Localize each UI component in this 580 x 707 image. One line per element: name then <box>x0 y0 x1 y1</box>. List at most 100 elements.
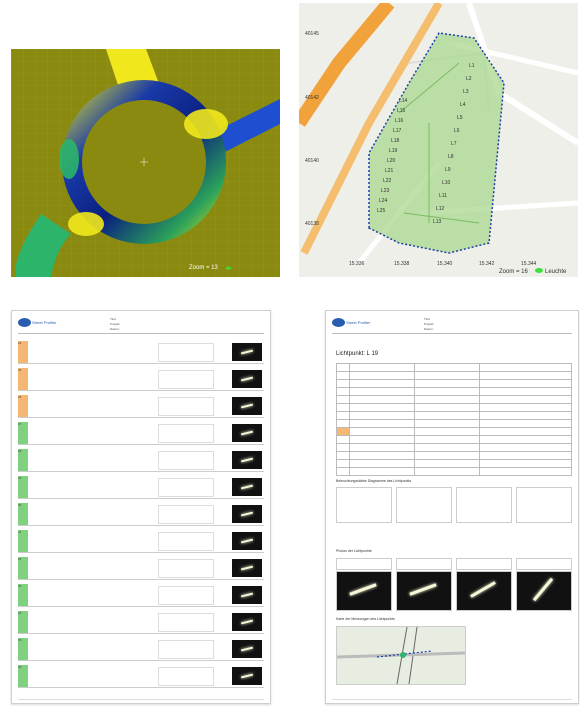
row-index: 35 <box>18 638 28 660</box>
table-row[interactable]: 24 <box>18 341 264 364</box>
zoom-arrows-icon[interactable]: ◂▸ <box>225 265 233 272</box>
light-distribution-chart <box>158 613 214 632</box>
table-row[interactable]: 31 <box>18 530 264 553</box>
page-header: Street Profiler Titel: Projekt: Datum: <box>332 315 572 334</box>
photo-caption <box>516 558 572 570</box>
luminaire-photo <box>232 343 262 361</box>
map-point-label[interactable]: L6 <box>454 128 460 134</box>
luminaire-photo <box>232 667 262 685</box>
light-distribution-chart <box>158 667 214 686</box>
logo-text: Street Profiler <box>346 320 371 325</box>
street-map <box>299 3 578 265</box>
table-row[interactable]: 25 <box>18 368 264 391</box>
map-point-label[interactable]: L15 <box>397 108 406 114</box>
street-profiler-logo-icon <box>332 318 345 327</box>
x-tick: 15.338 <box>394 261 410 267</box>
map-point-label[interactable]: L11 <box>439 193 447 199</box>
heatmap-panel[interactable]: Zoom = 13 ◂▸ <box>11 49 280 277</box>
page-title: Lichtpunkt: L 19 <box>336 351 379 357</box>
map-point-label[interactable]: L25 <box>377 208 386 214</box>
table-row[interactable]: 34 <box>18 611 264 634</box>
map-point-label[interactable]: L4 <box>460 102 466 108</box>
table-row[interactable]: 35 <box>18 638 264 661</box>
row-index: 26 <box>18 395 28 417</box>
parameter-row <box>336 435 572 444</box>
section-heading: Karte der Messungen des Lichtpunkts <box>336 617 395 621</box>
y-tick: 40138 <box>305 221 319 227</box>
row-index: 30 <box>18 503 28 525</box>
map-point-label[interactable]: L13 <box>433 219 442 225</box>
map-point-label[interactable]: L12 <box>436 206 445 212</box>
map-point-label[interactable]: L24 <box>379 198 388 204</box>
mini-map[interactable] <box>336 626 466 685</box>
legend-marker-icon <box>535 268 543 273</box>
legend-label: Leuchte <box>545 269 567 275</box>
luminaire-photo <box>232 478 262 496</box>
report-page-table[interactable]: Street Profiler Titel: Projekt: Datum: 2… <box>11 310 271 704</box>
map-point-label[interactable]: L10 <box>442 180 451 186</box>
table-row[interactable]: 28 <box>18 449 264 472</box>
map-point-label[interactable]: L16 <box>395 118 404 124</box>
row-index: 34 <box>18 611 28 633</box>
table-row[interactable]: 29 <box>18 476 264 499</box>
parameter-row <box>336 419 572 428</box>
map-point-label[interactable]: L17 <box>393 128 402 134</box>
map-point-label[interactable]: L23 <box>381 188 390 194</box>
luminaire-photo <box>396 571 452 611</box>
zoom-label: Zoom = 16 <box>499 269 528 275</box>
photo-caption-grid <box>336 558 572 570</box>
parameter-row <box>336 459 572 468</box>
row-index: 29 <box>18 476 28 498</box>
report-page-lightpoint[interactable]: Street Profiler Titel: Projekt: Datum: L… <box>325 310 579 704</box>
row-index: 31 <box>18 530 28 552</box>
table-row[interactable]: 26 <box>18 395 264 418</box>
map-point-label[interactable]: L19 <box>389 148 398 154</box>
y-tick: 40142 <box>305 95 319 101</box>
diagram-thumb <box>336 487 392 523</box>
map-point-label[interactable]: L1 <box>469 63 475 69</box>
table-row[interactable]: 32 <box>18 557 264 580</box>
diagram-grid <box>336 487 572 523</box>
map-point-label[interactable]: L14 <box>399 98 408 104</box>
parameter-row <box>336 387 572 396</box>
map-point-label[interactable]: L5 <box>457 115 463 121</box>
map-point-label[interactable]: L8 <box>448 154 454 160</box>
luminaire-photo <box>232 505 262 523</box>
logo-text: Street Profiler <box>32 320 57 325</box>
measurement-hull <box>368 32 505 254</box>
x-tick: 15.342 <box>479 261 495 267</box>
row-index: 36 <box>18 665 28 687</box>
table-row[interactable]: 30 <box>18 503 264 526</box>
map-point-label[interactable]: L2 <box>466 76 472 82</box>
table-row[interactable]: 33 <box>18 584 264 607</box>
luminaire-photo <box>232 640 262 658</box>
diagram-thumb <box>516 487 572 523</box>
header-key: Titel: <box>110 317 117 321</box>
map-panel[interactable]: 40145 40142 40140 40138 15.336 15.338 15… <box>299 3 578 277</box>
map-point-label[interactable]: L21 <box>385 168 394 174</box>
table-row[interactable]: 27 <box>18 422 264 445</box>
map-point-label[interactable]: L3 <box>463 89 469 95</box>
luminaire-photo <box>232 613 262 631</box>
map-point-label[interactable]: L22 <box>383 178 392 184</box>
light-distribution-chart <box>158 478 214 497</box>
luminaire-photo <box>232 532 262 550</box>
map-point-label[interactable]: L7 <box>451 141 457 147</box>
y-tick: 40145 <box>305 31 319 37</box>
map-point-label[interactable]: L20 <box>387 158 396 164</box>
table-row[interactable]: 36 <box>18 665 264 688</box>
header-key: Titel: <box>424 317 431 321</box>
luminaire-photo <box>232 559 262 577</box>
row-index: 27 <box>18 422 28 444</box>
row-index: 24 <box>18 341 28 363</box>
section-heading: Photos der Lichtpunkte <box>336 549 372 553</box>
header-key: Projekt: <box>424 322 435 326</box>
parameter-row <box>336 443 572 452</box>
light-distribution-chart <box>158 559 214 578</box>
map-point-label[interactable]: L9 <box>445 167 451 173</box>
parameter-row <box>336 427 572 436</box>
light-distribution-chart <box>158 370 214 389</box>
map-point-label[interactable]: L18 <box>391 138 400 144</box>
light-distribution-chart <box>158 532 214 551</box>
parameter-row <box>336 467 572 476</box>
